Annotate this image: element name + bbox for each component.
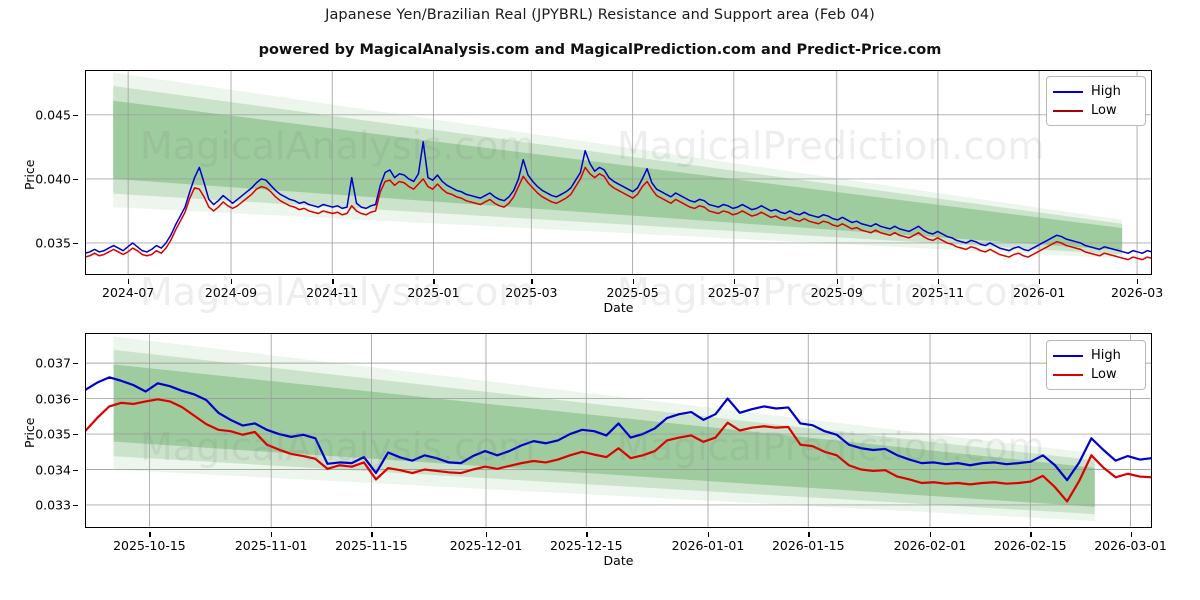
- y-tick-mark: [73, 504, 78, 507]
- legend-item-high[interactable]: High: [1053, 82, 1137, 101]
- overview-y-axis-label: Price: [22, 159, 37, 191]
- legend-label-low: Low: [1091, 367, 1117, 382]
- legend-line-high-icon: [1053, 354, 1083, 357]
- x-tick-mark: [733, 279, 736, 284]
- x-tick-mark: [1137, 279, 1139, 284]
- zoom-x-tick-labels: 2025-10-15 2025-11-01 2025-11-15 2025-12-01…: [85, 532, 1167, 553]
- x-tick-label: 2025-12-15: [549, 538, 623, 553]
- y-tick-mark: [73, 114, 78, 117]
- zoom-chart-panel: [85, 333, 1152, 528]
- x-tick-mark: [708, 532, 710, 537]
- overview-legend: High Low: [1046, 76, 1146, 126]
- x-tick-mark: [231, 279, 233, 284]
- y-tick-label: 0.035: [35, 235, 71, 251]
- x-tick-mark: [632, 279, 634, 284]
- legend-label-high: High: [1091, 84, 1121, 99]
- x-tick-label: 2026-02-15: [993, 538, 1067, 553]
- x-tick-mark: [433, 279, 435, 284]
- x-tick-mark: [1130, 532, 1132, 537]
- y-tick-mark: [73, 242, 78, 245]
- y-tick-label: 0.040: [35, 171, 71, 187]
- x-tick-mark: [1039, 279, 1041, 284]
- x-tick-label: 2026-02-01: [893, 538, 967, 553]
- x-tick-label: 2024-11: [306, 285, 359, 300]
- legend-line-low-icon: [1053, 373, 1083, 376]
- x-tick-label: 2025-11-15: [335, 538, 408, 553]
- x-tick-label: 2024-09: [204, 285, 258, 300]
- legend-item-high[interactable]: High: [1053, 346, 1137, 365]
- y-tick-mark: [73, 178, 78, 181]
- x-tick-label: 2025-09: [810, 285, 863, 300]
- y-tick-label: 0.045: [35, 107, 71, 123]
- x-tick-label: 2025-05: [606, 285, 659, 300]
- x-tick-label: 2025-10-15: [113, 538, 186, 553]
- x-tick-mark: [486, 532, 488, 537]
- x-tick-label: 2026-01-15: [771, 538, 845, 553]
- y-tick-label: 0.037: [35, 355, 71, 371]
- y-tick-label: 0.033: [35, 497, 71, 513]
- overview-x-axis-label: Date: [603, 300, 634, 315]
- legend-label-low: Low: [1091, 103, 1117, 118]
- zoom-x-axis-label: Date: [603, 553, 634, 568]
- x-tick-mark: [1030, 532, 1032, 537]
- x-tick-mark: [586, 532, 588, 537]
- x-tick-mark: [808, 532, 810, 537]
- overview-chart-panel: [85, 70, 1152, 275]
- x-tick-label: 2024-07: [102, 285, 155, 300]
- page-title: Japanese Yen/Brazilian Real (JPYBRL) Res…: [325, 7, 875, 23]
- overview-y-tick-labels: 0.035 0.040 0.045: [0, 70, 78, 275]
- zoom-legend: High Low: [1046, 340, 1146, 390]
- y-tick-mark: [73, 469, 78, 471]
- x-tick-label: 2025-11: [911, 285, 965, 300]
- zoom-plot-frame: [85, 333, 1152, 528]
- x-tick-mark: [332, 279, 334, 284]
- overview-x-tick-labels: 2024-07 2024-09 2024-11 2025-01 2025-03 2025-…: [85, 279, 1163, 300]
- page-subtitle: powered by MagicalAnalysis.com and Magic…: [258, 42, 942, 58]
- x-tick-label: 2026-03: [1110, 285, 1164, 300]
- zoom-chart-canvas: [85, 333, 1152, 528]
- y-tick-mark: [73, 434, 78, 436]
- x-tick-label: 2025-01: [407, 285, 460, 300]
- y-tick-label: 0.035: [35, 426, 71, 442]
- x-tick-label: 2025-03: [505, 285, 558, 300]
- x-tick-mark: [128, 279, 130, 284]
- legend-line-high-icon: [1053, 90, 1083, 93]
- x-tick-label: 2025-07: [707, 285, 760, 300]
- zoom-y-tick-labels: 0.033 0.034 0.035 0.036 0.037: [0, 333, 78, 528]
- legend-item-low[interactable]: Low: [1053, 365, 1137, 384]
- y-tick-mark: [73, 363, 78, 365]
- legend-label-high: High: [1091, 348, 1121, 363]
- overview-plot-frame: [85, 70, 1152, 275]
- x-tick-mark: [531, 279, 533, 284]
- legend-item-low[interactable]: Low: [1053, 101, 1137, 120]
- y-tick-label: 0.034: [35, 462, 71, 477]
- x-tick-mark: [149, 532, 151, 537]
- x-tick-label: 2026-03-01: [1094, 538, 1167, 553]
- x-tick-label: 2026-01-01: [671, 538, 745, 553]
- y-tick-mark: [73, 398, 78, 400]
- x-tick-mark: [371, 532, 373, 537]
- legend-line-low-icon: [1053, 109, 1083, 112]
- x-tick-mark: [930, 532, 932, 537]
- x-tick-label: 2025-12-01: [449, 538, 523, 553]
- zoom-y-axis-label: Price: [22, 417, 37, 449]
- y-tick-label: 0.036: [35, 391, 71, 407]
- x-tick-label: 2026-01: [1013, 285, 1066, 300]
- x-tick-label: 2025-11-01: [234, 538, 308, 553]
- x-tick-mark: [937, 279, 940, 284]
- x-tick-mark: [836, 279, 838, 284]
- overview-chart-canvas: [85, 70, 1152, 275]
- x-tick-mark: [271, 532, 273, 537]
